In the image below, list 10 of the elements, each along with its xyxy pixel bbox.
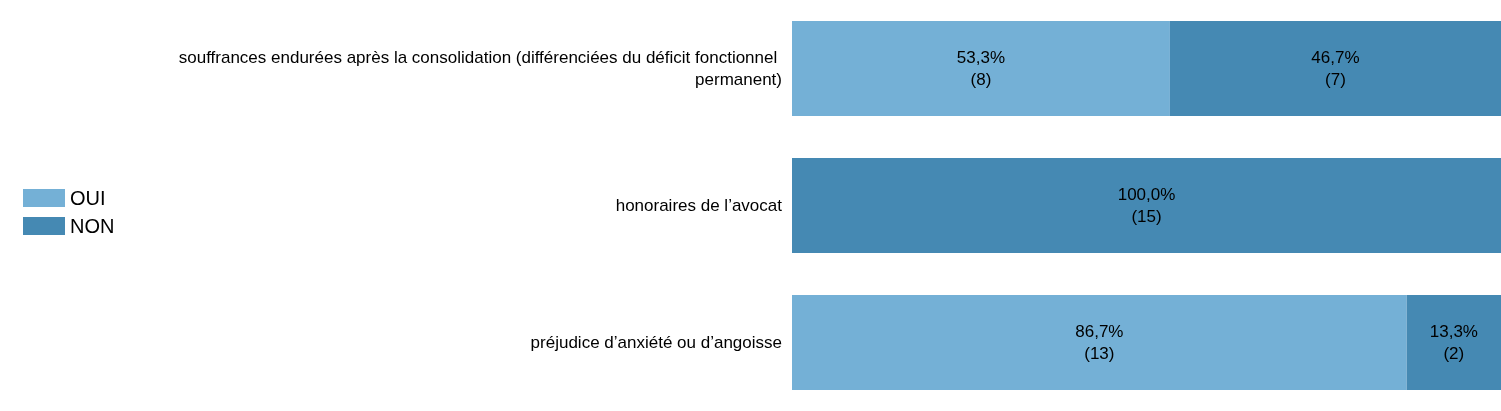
y-tick-label: souffrances endurées après la consolidation (différenciées du déficit fonctionnel permanent) bbox=[178, 48, 782, 89]
data-label: 46,7% (7) bbox=[1311, 48, 1360, 89]
y-tick-label: préjudice d’anxiété ou d’angoisse bbox=[530, 333, 782, 352]
data-label: 53,3% (8) bbox=[956, 48, 1006, 89]
data-label: 100,0% (15) bbox=[1117, 185, 1176, 226]
y-tick-label: honoraires de l’avocat bbox=[615, 196, 783, 215]
legend-label: NON bbox=[70, 215, 115, 237]
data-label: 13,3% (2) bbox=[1429, 322, 1478, 363]
data-label: 86,7% (13) bbox=[1075, 322, 1124, 363]
legend-label: OUI bbox=[70, 187, 106, 209]
